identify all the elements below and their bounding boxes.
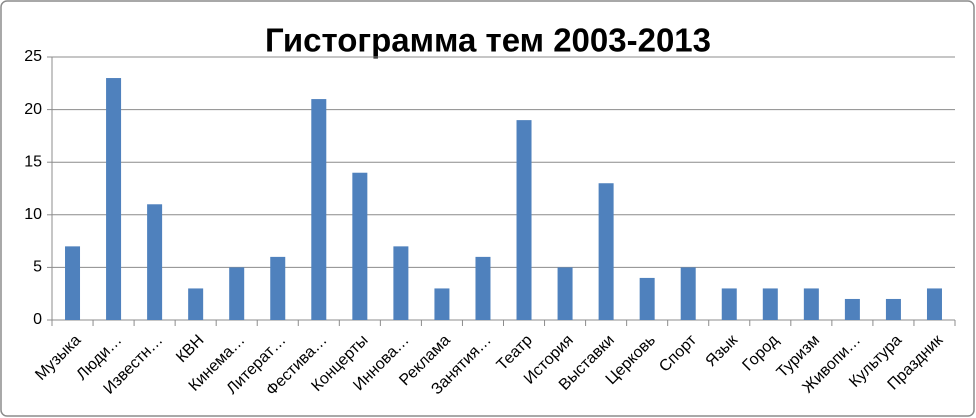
bar (557, 267, 573, 320)
bar (311, 99, 327, 320)
y-tick-label: 15 (24, 153, 42, 170)
bar (639, 277, 655, 320)
y-tick-label: 10 (24, 206, 42, 223)
bar (270, 256, 286, 320)
bar (885, 298, 901, 320)
bar (147, 204, 163, 320)
bar (434, 288, 450, 320)
bar (393, 246, 409, 320)
y-tick-label: 20 (24, 101, 42, 118)
bar (188, 288, 204, 320)
bar (680, 267, 696, 320)
bar (65, 246, 81, 320)
bar (516, 120, 532, 321)
y-tick-label: 5 (33, 259, 42, 276)
y-tick-label: 0 (33, 311, 42, 328)
bar (721, 288, 737, 320)
y-tick-label: 25 (24, 48, 42, 65)
bar (229, 267, 245, 320)
bar (352, 172, 368, 320)
bar (106, 78, 122, 320)
bar (598, 183, 614, 320)
bar (475, 256, 491, 320)
bar (844, 298, 860, 320)
bar (803, 288, 819, 320)
bar (926, 288, 942, 320)
bar (762, 288, 778, 320)
chart-title: Гистограмма тем 2003-2013 (265, 22, 711, 59)
